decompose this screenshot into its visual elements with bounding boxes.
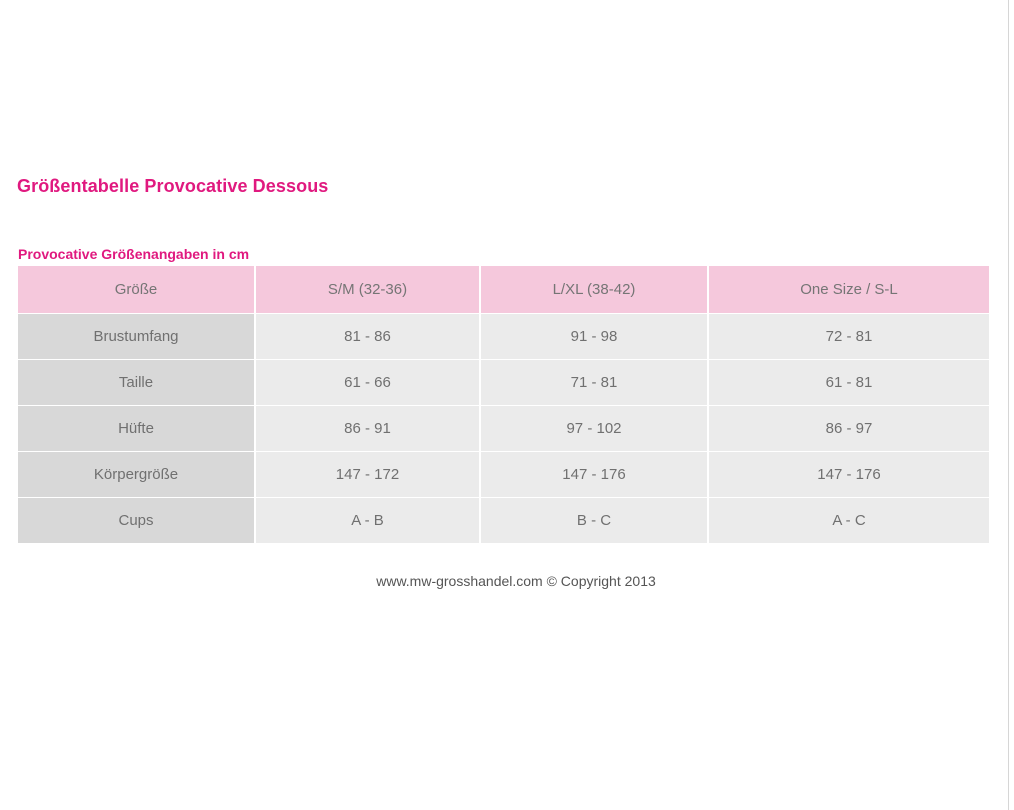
table-row: Hüfte 86 - 91 97 - 102 86 - 97 [18, 406, 989, 452]
page-title: Größentabelle Provocative Dessous [17, 176, 329, 196]
table-row: Körpergröße 147 - 172 147 - 176 147 - 17… [18, 452, 989, 498]
row-label-cups: Cups [18, 498, 256, 544]
table-cell: 147 - 176 [709, 452, 989, 498]
table-cell: 71 - 81 [481, 360, 709, 406]
row-label-brustumfang: Brustumfang [18, 314, 256, 360]
table-cell: 147 - 172 [256, 452, 481, 498]
table-cell: 147 - 176 [481, 452, 709, 498]
table-cell: 61 - 81 [709, 360, 989, 406]
column-header-lxl: L/XL (38-42) [481, 266, 709, 314]
table-caption: Provocative Größenangaben in cm [18, 246, 250, 262]
row-label-koerpergroesse: Körpergröße [18, 452, 256, 498]
copyright-notice: www.mw-grosshandel.com © Copyright 2013 [376, 573, 656, 589]
table-cell: 86 - 97 [709, 406, 989, 452]
table-row: Brustumfang 81 - 86 91 - 98 72 - 81 [18, 314, 989, 360]
size-table: Größe S/M (32-36) L/XL (38-42) One Size … [18, 266, 989, 544]
column-header-size: Größe [18, 266, 256, 314]
page-right-border [1008, 0, 1009, 810]
table-cell: 72 - 81 [709, 314, 989, 360]
table-cell: A - B [256, 498, 481, 544]
column-header-sm: S/M (32-36) [256, 266, 481, 314]
table-cell: 81 - 86 [256, 314, 481, 360]
column-header-onesize: One Size / S-L [709, 266, 989, 314]
row-label-huefte: Hüfte [18, 406, 256, 452]
table-cell: A - C [709, 498, 989, 544]
table-cell: 97 - 102 [481, 406, 709, 452]
table-cell: 61 - 66 [256, 360, 481, 406]
table-header-row: Größe S/M (32-36) L/XL (38-42) One Size … [18, 266, 989, 314]
table-row: Cups A - B B - C A - C [18, 498, 989, 544]
row-label-taille: Taille [18, 360, 256, 406]
table-row: Taille 61 - 66 71 - 81 61 - 81 [18, 360, 989, 406]
table-cell: 91 - 98 [481, 314, 709, 360]
table-cell: 86 - 91 [256, 406, 481, 452]
table-cell: B - C [481, 498, 709, 544]
